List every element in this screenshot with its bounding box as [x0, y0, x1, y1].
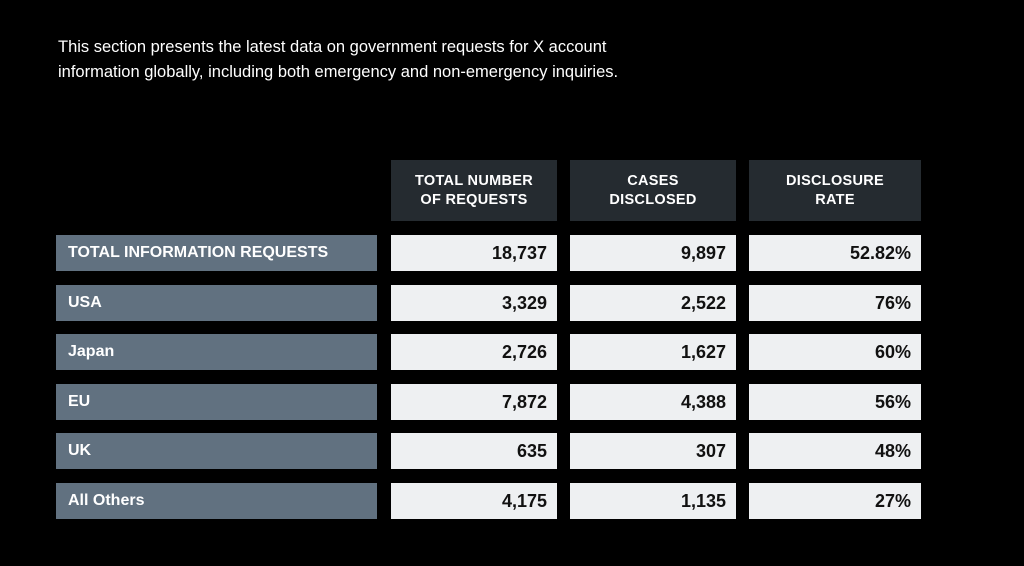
- cases-disclosed-cell: 1,135: [570, 483, 736, 519]
- intro-text: This section presents the latest data on…: [58, 38, 619, 81]
- cases-disclosed-cell: 4,388: [570, 384, 736, 420]
- total-requests-cell: 7,872: [391, 384, 557, 420]
- total-requests-cell: 635: [391, 433, 557, 469]
- column-header-disclosure-rate: DISCLOSURE RATE: [749, 160, 921, 221]
- row-label: UK: [56, 433, 377, 469]
- row-label: All Others: [56, 483, 377, 519]
- disclosure-rate-cell: 48%: [749, 433, 921, 469]
- disclosure-rate-cell: 56%: [749, 384, 921, 420]
- cases-disclosed-cell: 307: [570, 433, 736, 469]
- disclosure-rate-cell: 60%: [749, 334, 921, 370]
- total-requests-cell: 3,329: [391, 285, 557, 321]
- row-label: USA: [56, 285, 377, 321]
- total-requests-cell: 4,175: [391, 483, 557, 519]
- row-label: TOTAL INFORMATION REQUESTS: [56, 235, 377, 271]
- disclosure-rate-cell: 76%: [749, 285, 921, 321]
- row-label: EU: [56, 384, 377, 420]
- column-header-total-requests: TOTAL NUMBER OF REQUESTS: [391, 160, 557, 221]
- disclosure-rate-cell: 27%: [749, 483, 921, 519]
- row-label: Japan: [56, 334, 377, 370]
- column-header-cases-disclosed: CASES DISCLOSED: [570, 160, 736, 221]
- cases-disclosed-cell: 2,522: [570, 285, 736, 321]
- cases-disclosed-cell: 1,627: [570, 334, 736, 370]
- total-requests-cell: 2,726: [391, 334, 557, 370]
- cases-disclosed-cell: 9,897: [570, 235, 736, 271]
- disclosure-rate-cell: 52.82%: [749, 235, 921, 271]
- total-requests-cell: 18,737: [391, 235, 557, 271]
